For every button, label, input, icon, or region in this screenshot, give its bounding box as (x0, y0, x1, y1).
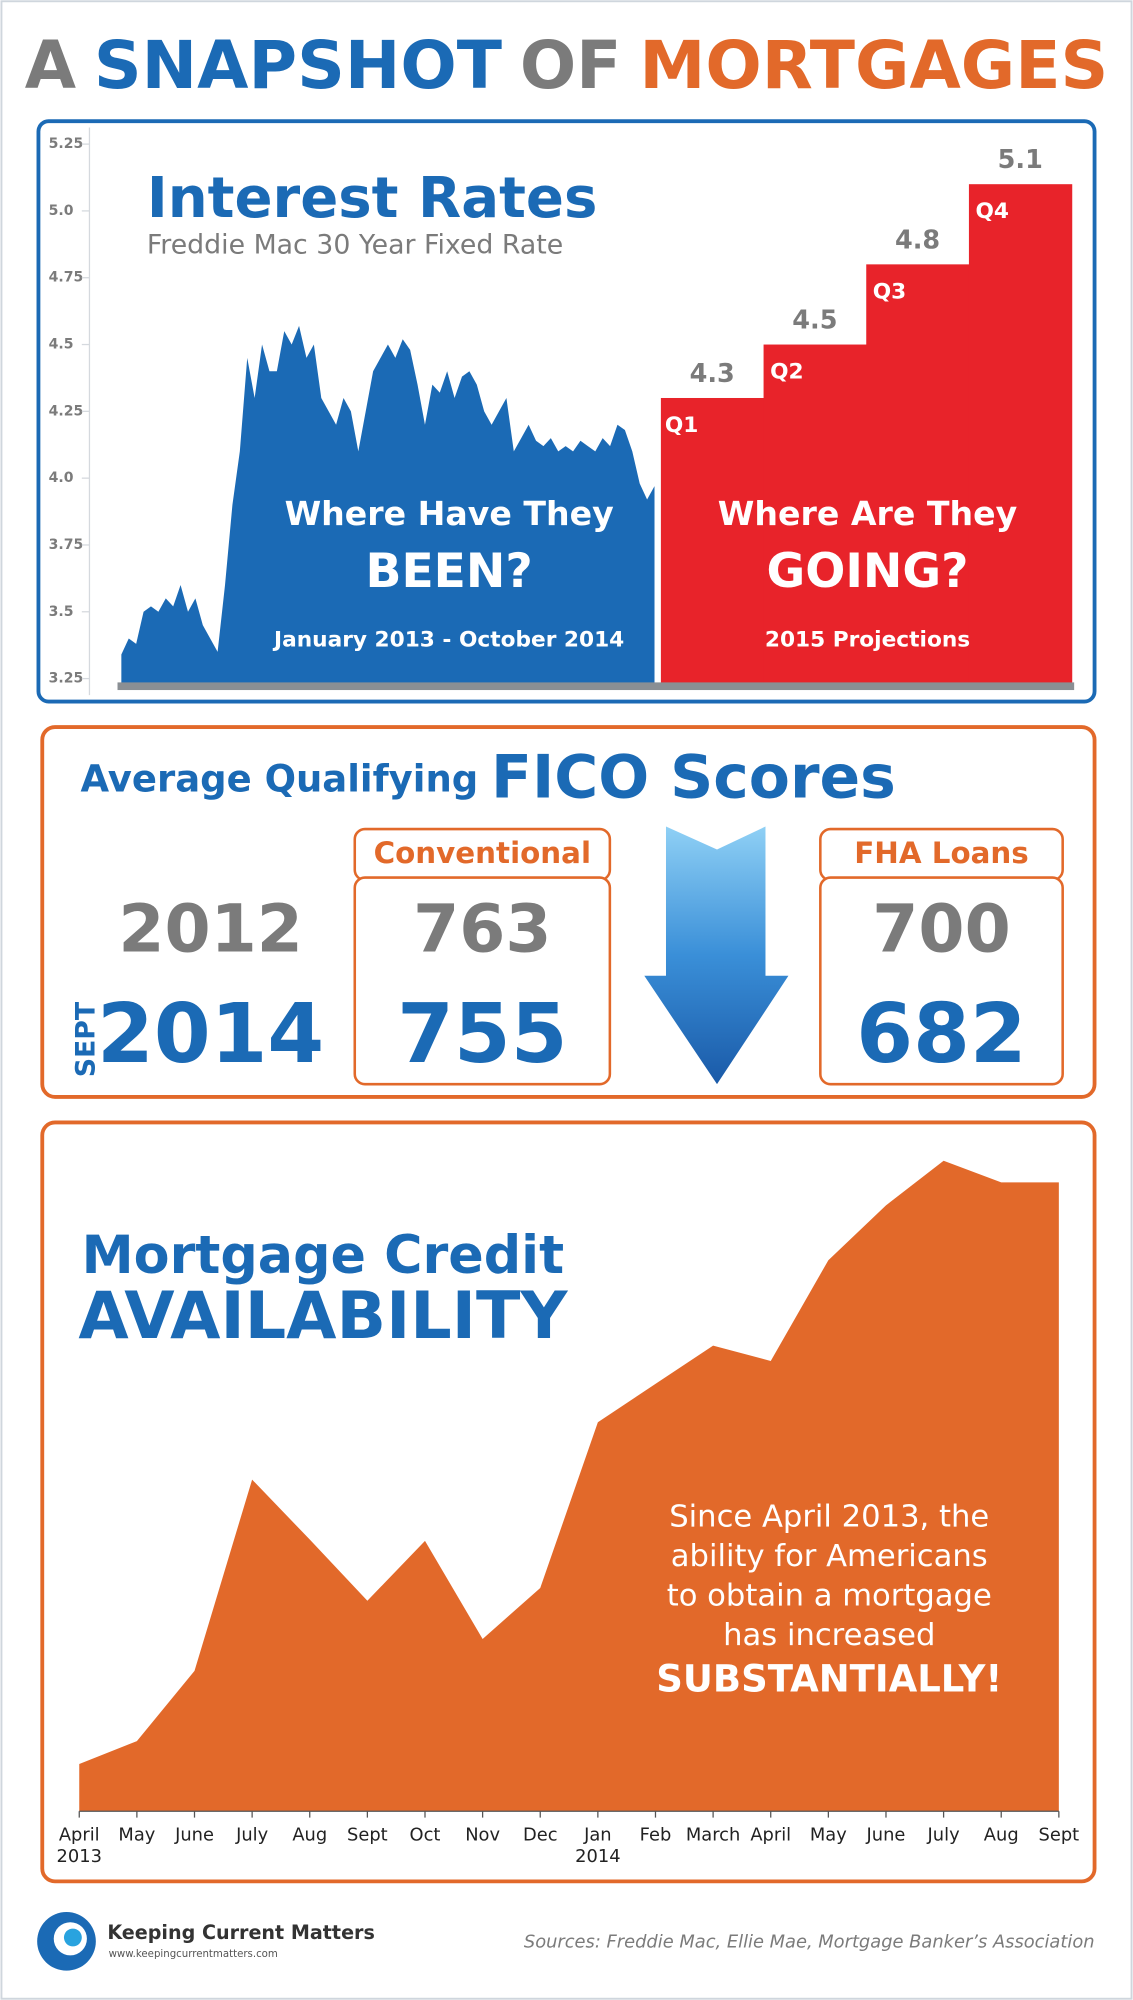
brand-url: www.keepingcurrentmatters.com (109, 1949, 278, 1960)
fico-column-name: FHA Loans (854, 836, 1028, 870)
x-tick-label: Dec (523, 1824, 558, 1845)
title-part: MORTGAGES (639, 26, 1108, 104)
annotation-emphasis: BEEN? (365, 544, 532, 599)
annotation-emphasis: GOING? (767, 544, 969, 599)
x-tick-label: April (750, 1824, 791, 1845)
x-tick-label: July (235, 1824, 269, 1845)
fico-title-main: FICO Scores (491, 742, 896, 812)
fico-score: 700 (872, 890, 1010, 968)
bar-category-label: Q3 (873, 279, 907, 304)
x-tick-label: Aug (984, 1824, 1019, 1845)
credit-title: Mortgage Credit (82, 1225, 564, 1286)
chart-subtitle: Freddie Mac 30 Year Fixed Rate (147, 230, 563, 261)
credit-note-emphasis: SUBSTANTIALLY! (656, 1658, 1002, 1701)
fico-column-box (819, 876, 1064, 1086)
x-tick-year: 2013 (57, 1846, 102, 1867)
chart-title: Interest Rates (147, 166, 598, 231)
logo-core (63, 1928, 82, 1947)
fico-title: Average Qualifying FICO Scores (81, 742, 896, 812)
annotation-line: Where Have They (285, 494, 615, 533)
bar (660, 397, 765, 687)
x-tick-label: Aug (292, 1824, 327, 1845)
y-tick-label: 3.25 (49, 671, 84, 687)
page-title: A SNAPSHOT OF MORTGAGES (25, 26, 1109, 104)
x-tick-label: June (174, 1824, 214, 1845)
fico-title-lead: Average Qualifying (81, 757, 479, 800)
brand-name: Keeping Current Matters (107, 1921, 375, 1944)
fico-row-label: 2014 (97, 987, 324, 1082)
bar-value-label: 4.8 (895, 225, 940, 255)
fico-column-box (353, 876, 612, 1086)
x-tick-label: June (866, 1824, 906, 1845)
sources: Sources: Freddie Mac, Ellie Mae, Mortgag… (524, 1932, 1095, 1953)
y-tick-label: 3.5 (49, 604, 74, 620)
fico-column-name: Conventional (374, 836, 591, 870)
x-tick-label: July (927, 1824, 961, 1845)
bar (866, 264, 970, 687)
bar-category-label: Q2 (770, 360, 804, 385)
fico-row-prefix: SEPT (70, 1001, 101, 1077)
x-tick-label: Oct (410, 1824, 441, 1845)
bar (968, 184, 1073, 687)
x-tick-label: Feb (640, 1824, 672, 1845)
title-part: SNAPSHOT (94, 26, 502, 104)
fico-score: 682 (856, 987, 1026, 1082)
x-tick-label: Jan (583, 1824, 612, 1845)
fico-row-label: 2012 (118, 890, 303, 968)
bar-category-label: Q1 (665, 413, 699, 438)
title-part: OF (520, 26, 622, 104)
x-tick-label: Sept (347, 1824, 388, 1845)
credit-note: ability for Americans (671, 1539, 988, 1574)
x-tick-label: Sept (1039, 1824, 1080, 1845)
fico-score: 763 (413, 890, 551, 968)
area (121, 325, 655, 687)
annotation-period: January 2013 - October 2014 (272, 627, 624, 652)
baseline-bar (117, 682, 1075, 691)
annotation-period: 2015 Projections (765, 627, 970, 652)
x-tick-year: 2014 (575, 1846, 620, 1867)
credit-title-emphasis: AVAILABILITY (78, 1279, 568, 1354)
y-tick-label: 4.5 (49, 337, 74, 353)
y-tick-label: 4.75 (49, 270, 84, 286)
credit-note: Since April 2013, the (669, 1499, 989, 1534)
x-tick-label: May (810, 1824, 847, 1845)
bar (763, 344, 867, 687)
y-tick-label: 5.0 (49, 203, 74, 219)
x-tick-label: May (118, 1824, 155, 1845)
bar-category-label: Q4 (975, 199, 1009, 224)
y-tick-label: 5.25 (49, 136, 84, 152)
bar-value-label: 5.1 (998, 145, 1043, 175)
down-arrow (644, 826, 789, 1085)
y-tick-label: 3.75 (49, 537, 84, 553)
fico-score: 755 (397, 987, 567, 1082)
y-tick-label: 4.0 (49, 470, 74, 486)
area (79, 1160, 1059, 1812)
title-part: A (25, 26, 76, 104)
x-tick-label: Nov (465, 1824, 500, 1845)
credit-note: to obtain a mortgage (667, 1578, 992, 1613)
credit-note: has increased (723, 1618, 935, 1653)
y-tick-label: 4.25 (49, 403, 84, 419)
x-tick-label: March (686, 1824, 740, 1845)
bar-value-label: 4.5 (792, 306, 837, 336)
x-tick-label: April (59, 1824, 100, 1845)
bar-value-label: 4.3 (690, 359, 735, 389)
annotation-line: Where Are They (718, 494, 1018, 533)
